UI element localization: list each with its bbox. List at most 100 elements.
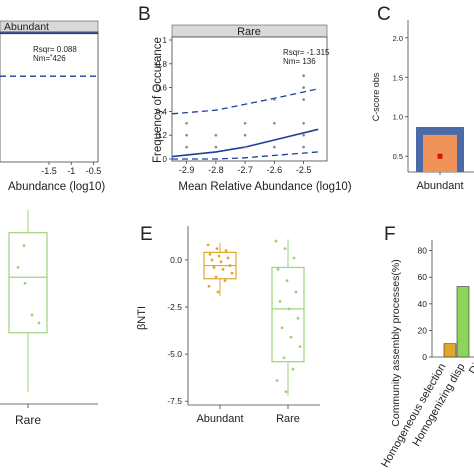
panel-e-point-rare [287,307,291,311]
panel-b-xtick-label: -2.7 [237,165,253,175]
panel-b-point [302,122,305,125]
panel-e-point-abundant [214,275,218,279]
panel-b-ci-lower [172,151,319,160]
panel-e-letter: E [140,224,153,245]
panel-d-box [8,232,48,334]
panel-b-ytick-label: 1 [163,36,168,45]
panel-f-xtick-label: Di [467,362,474,377]
panel-f-bar [443,343,457,358]
panel-b-plot-area [171,36,328,162]
panel-b-xtick-label: -2.5 [296,165,312,175]
panel-e-point-abundant [228,264,232,267]
panel-b-ytick-label: 0.8 [156,60,168,69]
panel-e-point-abundant [226,256,230,260]
panel-b-point [302,145,305,149]
panel-c-ytick-label: 2.0 [393,34,403,43]
panel-b-letter: B [138,4,151,25]
panel-d-point [16,265,20,269]
panel-b-nm: Nm= 136 [283,57,316,66]
panel-e-point-rare [274,239,278,243]
panel-b-xlabel: Mean Relative Abundance (log10) [178,181,351,193]
panel-b-point [185,133,188,137]
panel-e-point-abundant [212,266,216,269]
panel-a-rsq: Rsqr= 0.088 [33,45,77,54]
panel-c-letter: C [377,4,391,25]
panel-e-point-abundant [208,252,212,256]
panel-c-marker [437,153,443,159]
panel-b-strip-label: Rare [237,26,261,38]
panel-f-ylabel: Community assembly processes(%) [390,259,402,426]
panel-e-point-abundant [219,260,223,264]
panel-b-ci-upper [171,88,319,115]
panel-b-point [302,133,305,137]
panel-b-point [214,133,218,137]
panel-e-point-abundant [207,284,211,288]
panel-f-letter: F [384,224,396,245]
panel-e-point-rare [278,299,282,303]
panel-e-point-rare [283,247,287,251]
panel-b-rsq: Rsqr= -1.315 [283,48,330,57]
panel-e-point-rare [292,256,296,260]
panel-b-ylabel: Frequency of Occurance [152,37,164,163]
panel-b-point [185,145,188,149]
panel-e-point-abundant [215,247,219,251]
panel-c-xtick-label: Abundant [416,180,463,192]
panel-e-xtick-label: Abundant [196,413,243,425]
panel-c-ytick-label: 1.5 [393,73,403,82]
panel-e-ytick-label: 0.0 [170,255,182,265]
panel-c: C 0.5 1.0 1.5 2.0 Abundant C-score obs [371,4,474,192]
panel-c-bar-inner [423,134,457,172]
panel-e-point-abundant [224,249,228,252]
panel-b-ytick-label: 0 [163,155,168,164]
panel-e-point-rare [280,326,284,330]
panel-b-point [302,86,305,89]
panel-e-point-rare [298,345,302,348]
panel-a-strip-label: Abundant [4,21,49,33]
panel-f-ytick-label: 80 [418,246,428,256]
panel-f-ytick-label: 0 [422,352,427,362]
panel-b-point [273,98,276,101]
panel-e-point-abundant [217,254,221,258]
panel-e-ylabel: βNTI [136,306,148,330]
panel-e-point-rare [276,267,280,271]
panel-b-point [214,145,218,149]
panel-d-xtick: Rare [15,413,41,427]
panel-b-point [273,145,276,149]
panel-e: E -7.5 -5.0 -2.5 0.0 Abundant Rare βNTI [136,224,320,425]
panel-e-point-rare [284,390,288,394]
panel-e-point-abundant [230,271,234,275]
panel-e-point-rare [285,279,289,283]
panel-a-nm: Nm= 426 [33,54,66,63]
panel-a-xtick-label: -1 [67,166,75,176]
panel-f-ytick-label: 40 [418,299,428,309]
panel-e-ytick-label: -7.5 [167,396,182,406]
panel-b-point [185,122,188,125]
panel-e-box-rare [271,266,305,363]
panel-b: B Rare 0 0.2 0.4 0.6 0.8 1 -2.9 -2.8 -2.7 -2.6 -2.… [138,4,352,193]
panel-e-point-rare [289,335,293,339]
panel-b-xtick-label: -2.6 [267,165,283,175]
panel-d-point [37,321,41,325]
panel-e-point-abundant [206,243,210,247]
panel-c-ylabel: C-score obs [371,72,381,121]
panel-b-point [273,122,276,125]
panel-f-ytick-label: 20 [418,325,428,335]
panel-a-xtick-label: -0.5 [86,166,102,176]
panel-b-xtick-label: -2.8 [208,165,224,175]
panel-b-ytick-label: 0.6 [156,84,168,93]
panel-b-point [243,122,247,125]
panel-a-xtick-label: -1.5 [41,166,57,176]
panel-b-point [302,74,305,77]
panel-e-point-abundant [216,290,220,294]
panel-e-point-abundant [210,258,214,262]
panel-d-point [22,244,26,248]
panel-e-point-rare [282,356,286,360]
panel-e-point-abundant [223,279,227,283]
panel-d-point [23,281,27,285]
panel-c-ytick-label: 1.0 [393,113,403,122]
panel-e-point-rare [296,316,300,320]
panel-c-ytick-label: 0.5 [393,152,403,161]
panel-d-point [30,313,34,317]
panel-b-point [243,133,247,137]
